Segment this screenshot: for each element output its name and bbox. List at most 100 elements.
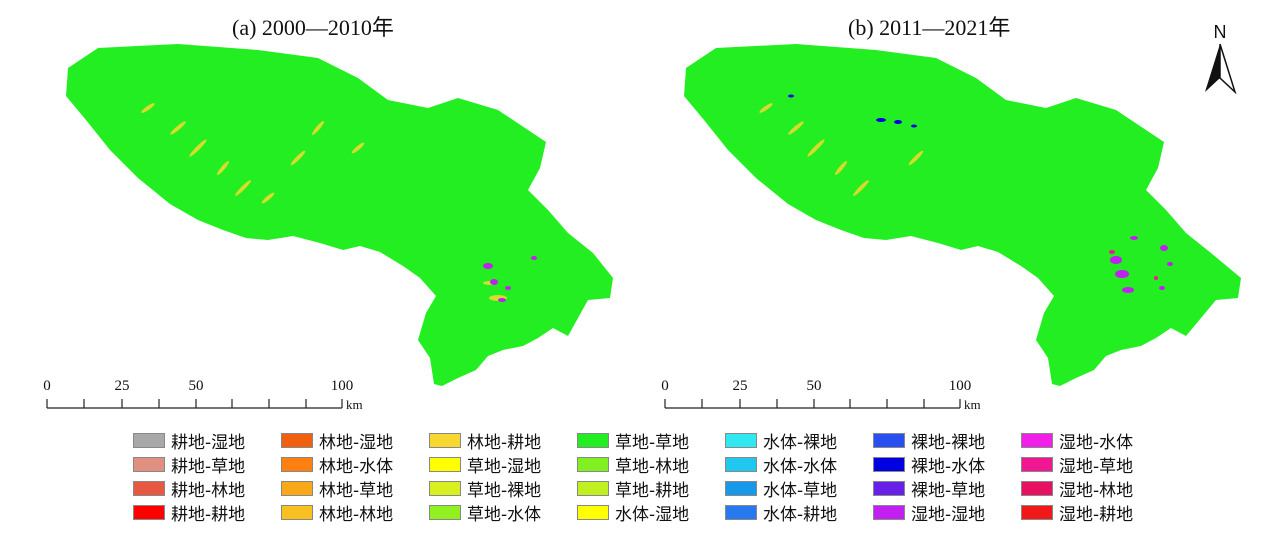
legend-label: 湿地-湿地 bbox=[911, 504, 986, 525]
legend-swatch bbox=[429, 504, 461, 520]
legend-item: 湿地-水体 bbox=[1021, 428, 1169, 453]
north-arrow-icon bbox=[1205, 44, 1237, 94]
legend-swatch bbox=[873, 432, 905, 448]
legend-item: 林地-耕地 bbox=[429, 428, 577, 453]
legend-label: 耕地-草地 bbox=[171, 456, 246, 477]
scale-tick-label: 25 bbox=[732, 378, 748, 394]
legend-label: 草地-湿地 bbox=[467, 456, 542, 477]
legend-label: 草地-水体 bbox=[467, 504, 542, 525]
legend-label: 耕地-湿地 bbox=[171, 432, 246, 453]
panel-a-title: (a) 2000—2010年 bbox=[232, 15, 394, 40]
legend-item: 水体-水体 bbox=[725, 452, 873, 477]
legend-label: 裸地-草地 bbox=[911, 480, 986, 501]
panel-b-title: (b) 2011—2021年 bbox=[848, 15, 1011, 40]
scale-tick-label: 25 bbox=[114, 378, 130, 394]
legend-item: 林地-草地 bbox=[281, 476, 429, 501]
legend-label: 水体-草地 bbox=[763, 480, 838, 501]
land-change-patches bbox=[759, 94, 1173, 293]
legend-item: 草地-裸地 bbox=[429, 476, 577, 501]
legend-item: 耕地-耕地 bbox=[133, 500, 281, 525]
legend-label: 水体-湿地 bbox=[615, 504, 690, 525]
legend-label: 湿地-水体 bbox=[1059, 432, 1134, 453]
legend-swatch bbox=[133, 480, 165, 496]
legend-swatch bbox=[133, 456, 165, 472]
legend-swatch bbox=[429, 480, 461, 496]
legend-item: 水体-草地 bbox=[725, 476, 873, 501]
legend-item: 林地-林地 bbox=[281, 500, 429, 525]
legend-swatch bbox=[281, 480, 313, 496]
legend-item: 裸地-水体 bbox=[873, 452, 1021, 477]
legend-item: 水体-湿地 bbox=[577, 500, 725, 525]
legend-label: 林地-林地 bbox=[319, 504, 394, 525]
legend-item: 草地-水体 bbox=[429, 500, 577, 525]
legend-item: 林地-湿地 bbox=[281, 428, 429, 453]
legend-label: 耕地-耕地 bbox=[171, 504, 246, 525]
scale-tick-label: 100 bbox=[948, 378, 972, 394]
legend-label: 水体-耕地 bbox=[763, 504, 838, 525]
legend-swatch bbox=[1021, 432, 1053, 448]
legend-label: 草地-裸地 bbox=[467, 480, 542, 501]
legend-swatch bbox=[1021, 504, 1053, 520]
legend-item: 耕地-湿地 bbox=[133, 428, 281, 453]
scale-unit: km bbox=[346, 397, 363, 412]
legend-swatch bbox=[873, 480, 905, 496]
map-panel-a bbox=[66, 44, 613, 386]
legend-label: 水体-裸地 bbox=[763, 432, 838, 453]
legend-label: 林地-草地 bbox=[319, 480, 394, 501]
legend-label: 裸地-裸地 bbox=[911, 432, 986, 453]
legend-swatch bbox=[281, 432, 313, 448]
legend-item: 草地-耕地 bbox=[577, 476, 725, 501]
scale-bar-line bbox=[46, 399, 343, 409]
legend-swatch bbox=[133, 432, 165, 448]
legend-label: 裸地-水体 bbox=[911, 456, 986, 477]
legend-item: 水体-裸地 bbox=[725, 428, 873, 453]
legend-item: 湿地-湿地 bbox=[873, 500, 1021, 525]
legend-label: 水体-水体 bbox=[763, 456, 838, 477]
legend-swatch bbox=[281, 456, 313, 472]
study-area-grassland bbox=[684, 44, 1241, 386]
legend-swatch bbox=[1021, 480, 1053, 496]
north-label: N bbox=[1213, 22, 1227, 42]
legend-item: 湿地-耕地 bbox=[1021, 500, 1169, 525]
land-change-patches bbox=[141, 103, 537, 302]
scale-bar-line bbox=[664, 399, 961, 409]
legend-item: 耕地-草地 bbox=[133, 452, 281, 477]
legend-label: 耕地-林地 bbox=[171, 480, 246, 501]
legend-item: 湿地-草地 bbox=[1021, 452, 1169, 477]
legend-swatch bbox=[1021, 456, 1053, 472]
scale-bar-b: 0 25 50 100 km bbox=[661, 378, 992, 418]
legend-label: 湿地-草地 bbox=[1059, 456, 1134, 477]
legend-label: 草地-草地 bbox=[615, 432, 690, 453]
scale-tick-label: 0 bbox=[43, 378, 51, 394]
legend-swatch bbox=[133, 504, 165, 520]
legend-label: 草地-耕地 bbox=[615, 480, 690, 501]
legend-swatch bbox=[281, 504, 313, 520]
scale-tick-label: 100 bbox=[330, 378, 354, 394]
legend: 耕地-湿地耕地-草地耕地-林地耕地-耕地 林地-湿地林地-水体林地-草地林地-林地… bbox=[133, 428, 1169, 525]
study-area-grassland bbox=[66, 44, 613, 386]
scale-unit: km bbox=[964, 397, 981, 412]
legend-swatch bbox=[873, 456, 905, 472]
legend-label: 湿地-耕地 bbox=[1059, 504, 1134, 525]
legend-item: 水体-耕地 bbox=[725, 500, 873, 525]
scale-tick-label: 50 bbox=[806, 378, 822, 394]
legend-swatch bbox=[577, 432, 609, 448]
legend-item: 草地-湿地 bbox=[429, 452, 577, 477]
legend-swatch bbox=[577, 504, 609, 520]
north-arrow: N bbox=[1198, 22, 1242, 98]
legend-swatch bbox=[725, 480, 757, 496]
legend-swatch bbox=[725, 504, 757, 520]
legend-label: 林地-水体 bbox=[319, 456, 394, 477]
legend-swatch bbox=[429, 432, 461, 448]
legend-item: 湿地-林地 bbox=[1021, 476, 1169, 501]
legend-item: 草地-草地 bbox=[577, 428, 725, 453]
legend-swatch bbox=[429, 456, 461, 472]
legend-item: 裸地-裸地 bbox=[873, 428, 1021, 453]
legend-item: 林地-水体 bbox=[281, 452, 429, 477]
legend-swatch bbox=[725, 456, 757, 472]
legend-swatch bbox=[873, 504, 905, 520]
legend-item: 裸地-草地 bbox=[873, 476, 1021, 501]
legend-swatch bbox=[577, 480, 609, 496]
legend-label: 林地-湿地 bbox=[319, 432, 394, 453]
scale-tick-label: 50 bbox=[188, 378, 204, 394]
